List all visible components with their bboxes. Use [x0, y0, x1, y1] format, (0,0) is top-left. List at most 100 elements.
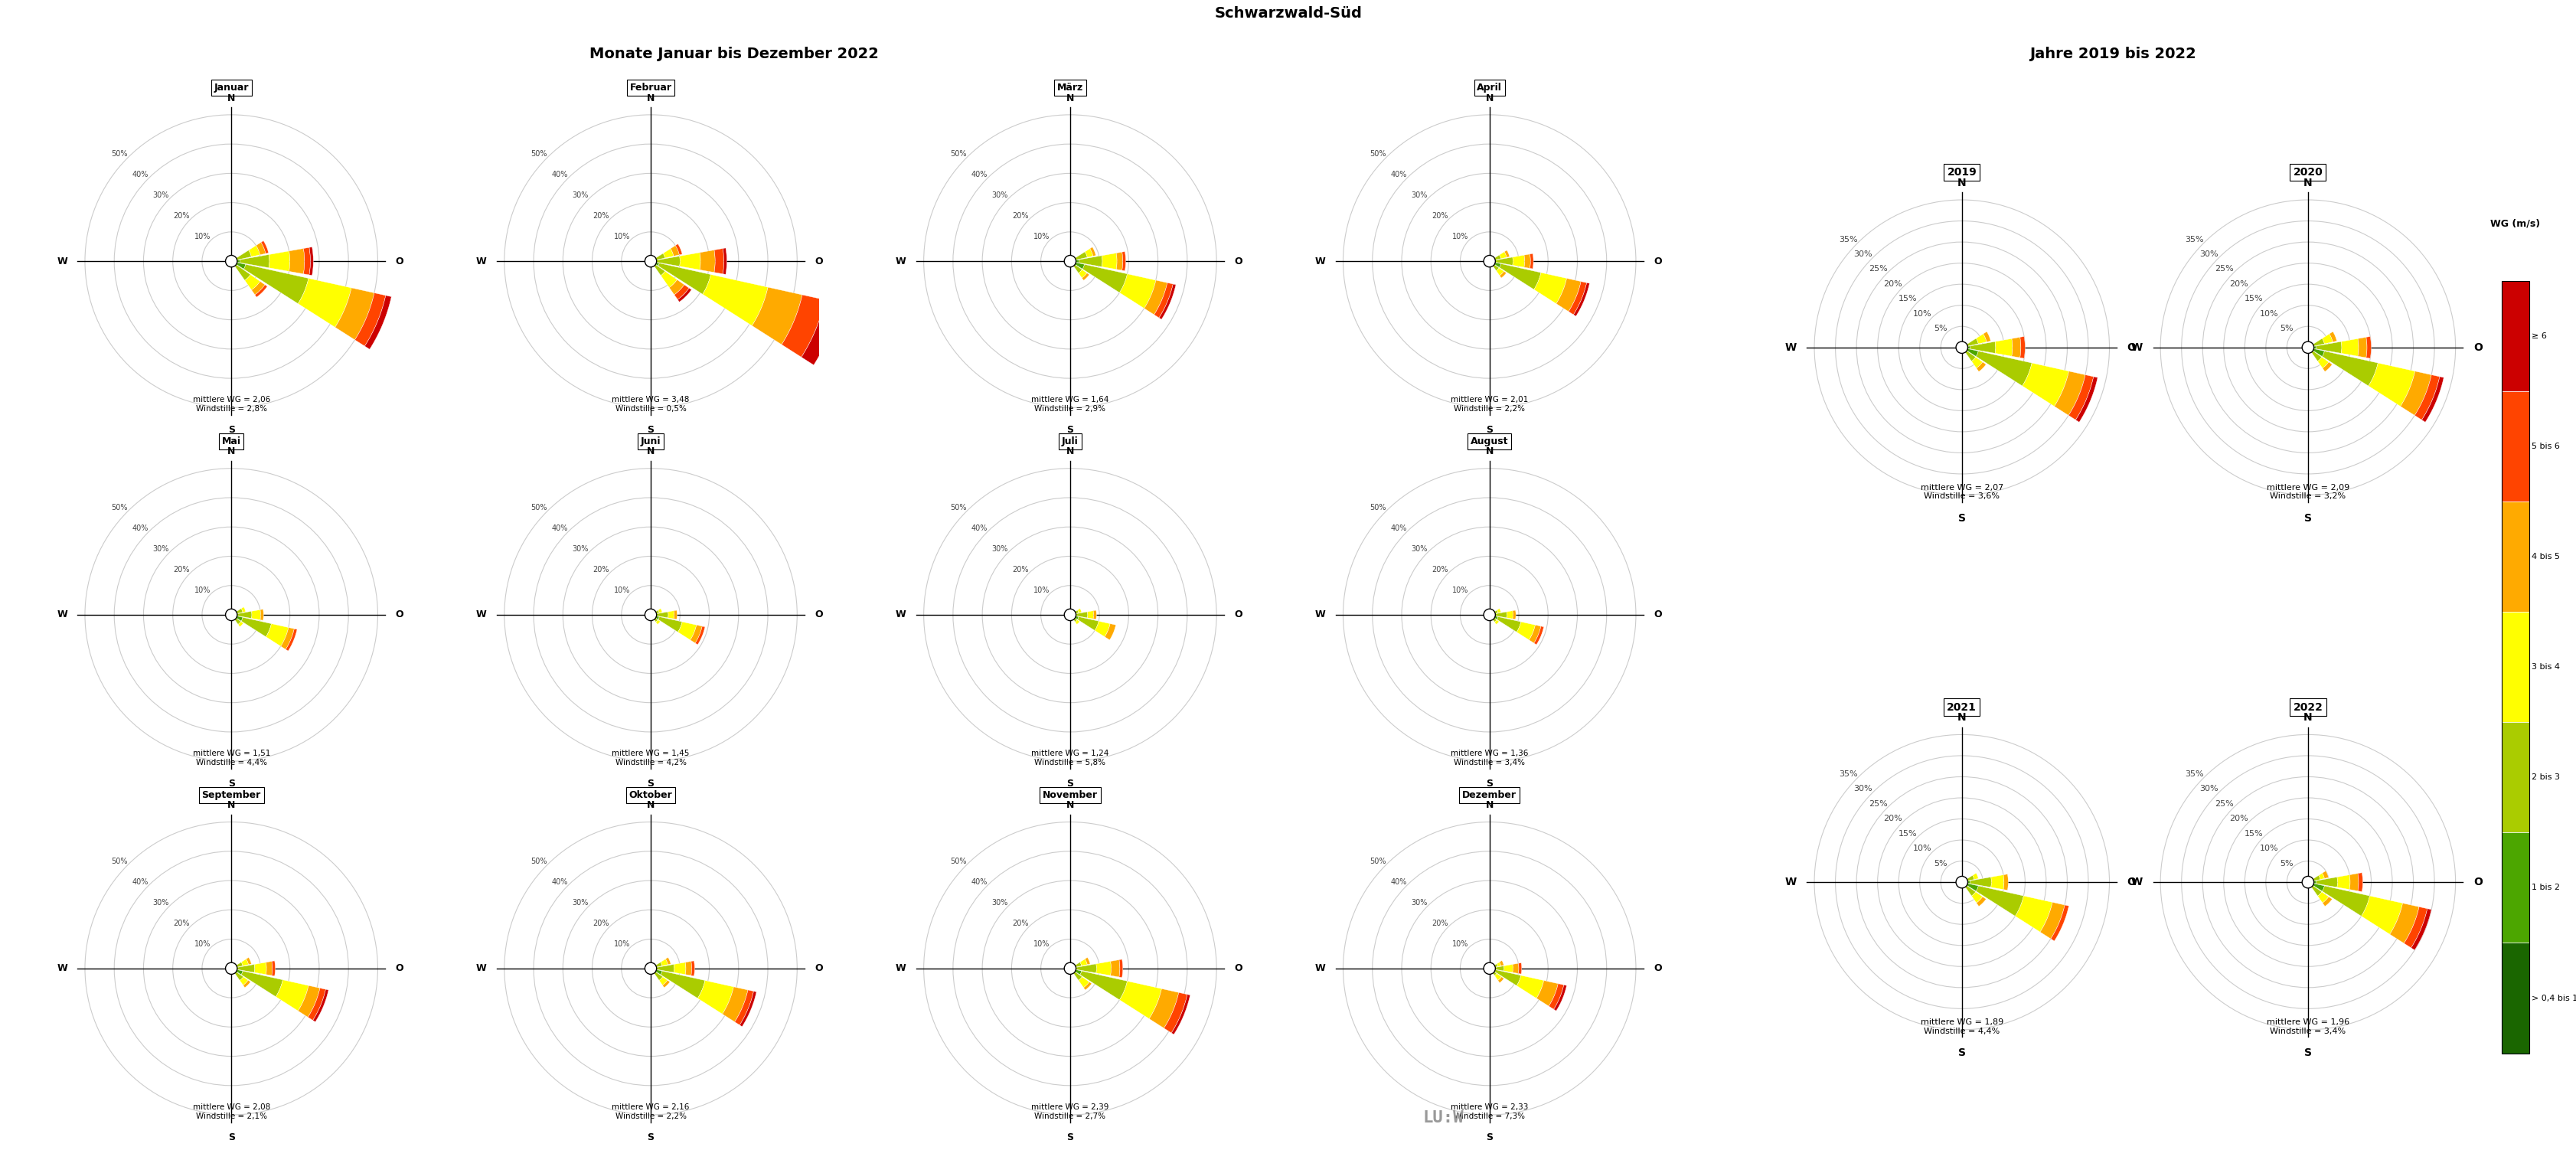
Title: Januar: Januar: [214, 82, 250, 93]
Text: 10%: 10%: [2259, 844, 2277, 853]
Circle shape: [644, 255, 657, 267]
Polygon shape: [240, 977, 247, 985]
Polygon shape: [652, 263, 665, 276]
Polygon shape: [1489, 261, 1499, 268]
Polygon shape: [268, 251, 291, 271]
Polygon shape: [696, 626, 706, 645]
Polygon shape: [1486, 615, 1489, 616]
Text: S: S: [1486, 778, 1492, 789]
Text: 40%: 40%: [131, 524, 149, 532]
Text: 15%: 15%: [1899, 829, 1917, 838]
Polygon shape: [1512, 610, 1515, 619]
Title: Juli: Juli: [1061, 436, 1079, 447]
Polygon shape: [1991, 875, 2004, 890]
Polygon shape: [1569, 282, 1587, 314]
Text: W: W: [896, 256, 907, 266]
Polygon shape: [1079, 959, 1087, 966]
Polygon shape: [701, 251, 716, 273]
Polygon shape: [801, 299, 840, 365]
Circle shape: [227, 963, 237, 974]
Polygon shape: [255, 284, 268, 297]
Text: S: S: [2303, 1047, 2311, 1058]
Polygon shape: [721, 987, 747, 1022]
Text: 15%: 15%: [2244, 829, 2262, 838]
Polygon shape: [1069, 258, 1077, 261]
Polygon shape: [1079, 977, 1090, 987]
Polygon shape: [1494, 970, 1520, 986]
Polygon shape: [1084, 981, 1092, 989]
Polygon shape: [247, 246, 260, 256]
Text: W: W: [896, 964, 907, 973]
Polygon shape: [2421, 377, 2442, 422]
Polygon shape: [1489, 969, 1494, 972]
Polygon shape: [2022, 363, 2069, 406]
Text: N: N: [1958, 177, 1965, 188]
Text: N: N: [1486, 93, 1494, 103]
Bar: [2501, 611, 2527, 723]
Polygon shape: [652, 260, 657, 262]
Text: 10%: 10%: [1033, 587, 1048, 594]
Polygon shape: [232, 261, 237, 266]
Polygon shape: [657, 256, 680, 267]
Polygon shape: [270, 960, 276, 976]
Polygon shape: [652, 966, 654, 969]
Polygon shape: [1115, 252, 1123, 270]
Polygon shape: [739, 992, 757, 1027]
Text: S: S: [1066, 778, 1074, 789]
Polygon shape: [2308, 346, 2316, 349]
Polygon shape: [647, 614, 652, 615]
Text: 5%: 5%: [1932, 325, 1947, 333]
Polygon shape: [662, 980, 670, 987]
Circle shape: [644, 609, 657, 621]
Polygon shape: [690, 625, 703, 643]
Polygon shape: [1154, 283, 1172, 318]
Text: N: N: [1486, 447, 1494, 457]
Text: 30%: 30%: [1852, 785, 1873, 792]
Text: W: W: [2130, 877, 2143, 887]
Text: 30%: 30%: [1412, 545, 1427, 552]
Text: W: W: [896, 610, 907, 619]
Text: W: W: [57, 610, 67, 619]
Polygon shape: [232, 969, 242, 974]
Text: 50%: 50%: [951, 857, 966, 865]
Polygon shape: [1535, 980, 1558, 1006]
Polygon shape: [1492, 610, 1497, 614]
Text: 35%: 35%: [1839, 770, 1857, 778]
Polygon shape: [232, 261, 245, 269]
Text: W: W: [1314, 256, 1324, 266]
Text: 50%: 50%: [1368, 503, 1386, 512]
Polygon shape: [1082, 273, 1090, 281]
Text: 50%: 50%: [951, 503, 966, 512]
Polygon shape: [1971, 892, 1981, 902]
Text: 35%: 35%: [1839, 235, 1857, 244]
Text: 50%: 50%: [951, 150, 966, 158]
Text: 4 bis 5: 4 bis 5: [2532, 553, 2561, 560]
Polygon shape: [242, 959, 247, 966]
Polygon shape: [667, 610, 675, 619]
Text: mittlere WG = 3,48
Windstille = 0,5%: mittlere WG = 3,48 Windstille = 0,5%: [611, 397, 690, 413]
Circle shape: [1064, 609, 1077, 621]
Text: 10%: 10%: [1453, 940, 1468, 948]
Polygon shape: [1069, 614, 1077, 616]
Text: 10%: 10%: [1911, 310, 1932, 318]
Text: N: N: [647, 800, 654, 811]
Polygon shape: [652, 610, 659, 614]
Text: S: S: [1066, 426, 1074, 435]
Text: ≥ 6: ≥ 6: [2532, 332, 2545, 340]
Polygon shape: [1497, 962, 1499, 966]
Polygon shape: [1066, 260, 1069, 261]
Text: 30%: 30%: [1412, 899, 1427, 906]
Polygon shape: [1960, 346, 1971, 349]
Polygon shape: [312, 989, 330, 1022]
Circle shape: [2300, 341, 2313, 354]
Polygon shape: [242, 607, 245, 612]
Polygon shape: [1072, 970, 1082, 980]
Polygon shape: [2308, 880, 2316, 884]
Polygon shape: [1077, 611, 1087, 618]
Polygon shape: [245, 264, 309, 304]
Text: 20%: 20%: [592, 920, 608, 927]
Polygon shape: [260, 609, 263, 621]
Polygon shape: [1082, 264, 1126, 292]
Text: mittlere WG = 2,08
Windstille = 2,1%: mittlere WG = 2,08 Windstille = 2,1%: [193, 1103, 270, 1119]
Text: 40%: 40%: [1391, 171, 1406, 179]
